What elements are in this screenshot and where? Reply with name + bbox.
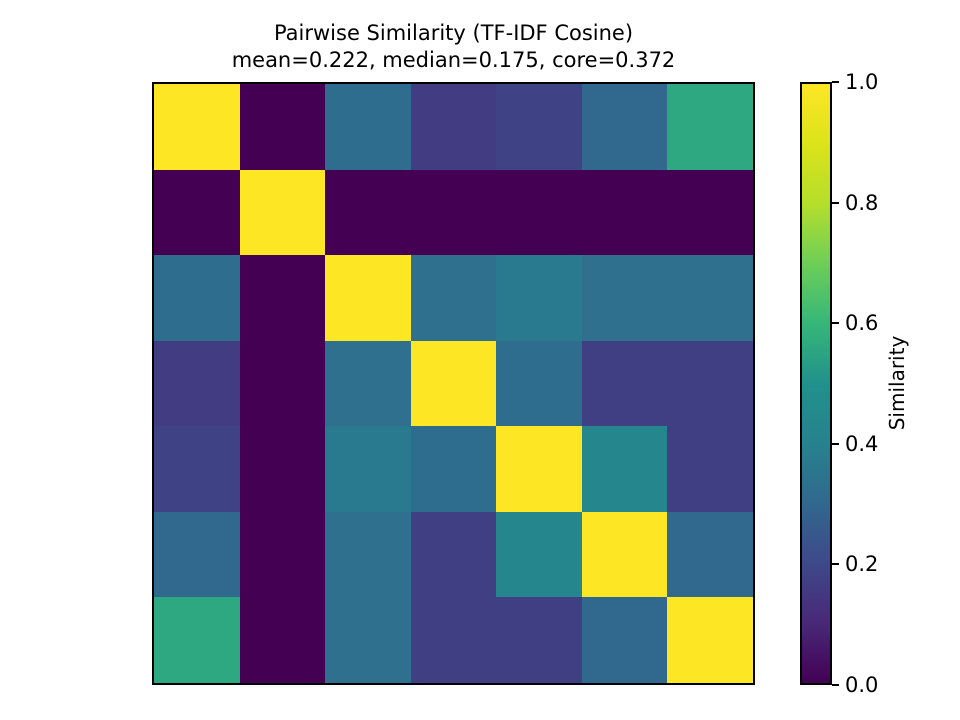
heatmap-cell [239,511,326,598]
heatmap-cell [154,169,240,256]
heatmap-cell [239,255,326,341]
heatmap-cell [496,597,582,683]
heatmap-cell [154,84,240,170]
heatmap-cell [496,255,582,341]
heatmap-cell [325,169,411,256]
heatmap-cell [410,255,497,341]
colorbar-gradient [800,82,832,685]
heatmap-cell [154,597,240,683]
heatmap-cell [667,340,753,427]
heatmap-cell [581,340,668,427]
heatmap-cell [667,84,753,170]
heatmap-cell [496,84,582,170]
heatmap-cell [325,597,411,683]
chart-subtitle: mean=0.222, median=0.175, core=0.372 [231,48,676,72]
chart-title: Pairwise Similarity (TF-IDF Cosine) [273,21,634,45]
heatmap-cell [154,255,240,341]
heatmap-cell [496,169,582,256]
heatmap-cell [154,426,240,512]
heatmap-cell [667,255,753,341]
heatmap-cell [410,84,497,170]
heatmap-cell [239,169,326,256]
heatmap-cell [410,340,497,427]
colorbar-tick-mark [832,684,839,686]
heatmap-cell [239,426,326,512]
heatmap-cell [239,84,326,170]
colorbar-tick-mark [832,201,839,204]
colorbar-tick-label: 0.8 [845,190,879,215]
heatmap-cell [581,597,668,683]
colorbar-axis-label: Similarity [885,335,909,431]
heatmap-cell [667,597,753,683]
heatmap-cell [325,511,411,598]
heatmap-cell [410,169,497,256]
chart-title-block: Pairwise Similarity (TF-IDF Cosine) mean… [152,20,755,74]
heatmap-cell [496,426,582,512]
colorbar-tick-mark [832,322,839,325]
colorbar-tick-mark [832,442,839,445]
heatmap-cell [325,340,411,427]
heatmap-cell [581,426,668,512]
heatmap-cell [239,340,326,427]
heatmap-cell [581,169,668,256]
heatmap-cell [410,597,497,683]
colorbar-tick-label: 0.4 [845,431,879,456]
colorbar-tick-mark [832,563,839,566]
heatmap-cell [154,511,240,598]
heatmap-cell [239,597,326,683]
colorbar-tick-label: 0.6 [845,311,879,336]
heatmap-cell [581,84,668,170]
heatmap-cell [496,511,582,598]
heatmap-cell [667,426,753,512]
colorbar-tick-mark [832,81,839,83]
colorbar-tick-label: 0.0 [845,673,879,697]
heatmap-matrix [152,82,755,685]
heatmap-cell [667,511,753,598]
heatmap-cell [581,255,668,341]
colorbar-tick-label: 0.2 [845,552,879,577]
heatmap-cell [496,340,582,427]
heatmap-cell [410,511,497,598]
heatmap-cell [667,169,753,256]
heatmap-cell [410,426,497,512]
heatmap-cell [325,426,411,512]
heatmap-cell [325,84,411,170]
heatmap-cell [154,340,240,427]
heatmap-cell [325,255,411,341]
heatmap-cell [581,511,668,598]
colorbar-tick-label: 1.0 [845,70,879,94]
